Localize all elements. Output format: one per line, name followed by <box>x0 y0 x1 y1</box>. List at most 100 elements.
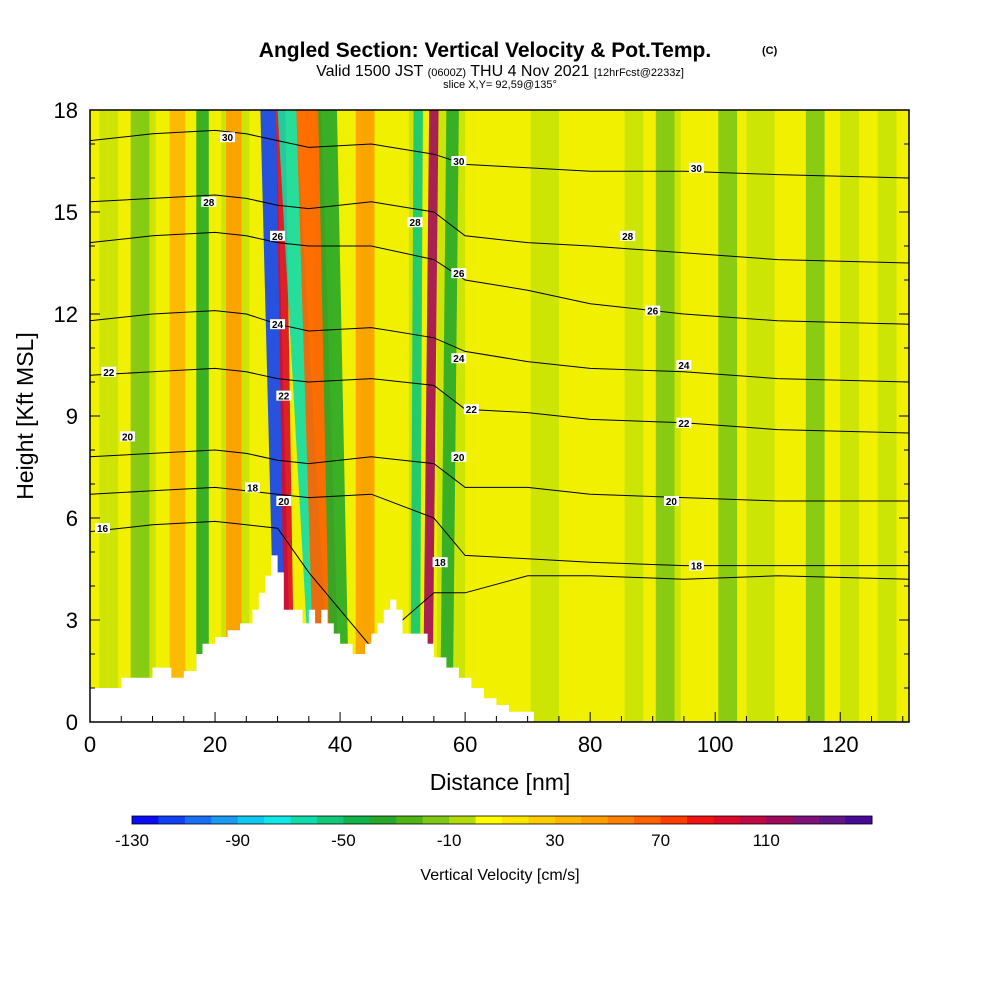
colorbar-swatch <box>422 816 450 824</box>
field-stripe <box>99 110 109 722</box>
colorbar-tick-label: 30 <box>545 831 564 850</box>
colorbar-swatch <box>792 816 820 824</box>
field-stripe <box>549 110 559 722</box>
velocity-band <box>169 110 186 722</box>
slice-label: slice X,Y= 92,59@135° <box>443 79 557 91</box>
field-stripe <box>877 110 888 722</box>
contour-label-box <box>276 496 292 506</box>
y-tick-label: 9 <box>66 404 78 429</box>
colorbar-swatch <box>211 816 239 824</box>
chart-title-mark: (C) <box>762 45 778 57</box>
terrain <box>90 555 909 722</box>
velocity-band <box>318 110 350 722</box>
colorbar-swatch <box>264 816 292 824</box>
colorbar-swatch <box>502 816 529 824</box>
colorbar-tick-label: 70 <box>651 831 670 850</box>
chart-title: Angled Section: Vertical Velocity & Pot.… <box>259 39 711 62</box>
contour-label: 28 <box>410 218 422 229</box>
theta-contour-24 <box>90 310 909 383</box>
contour-label-box <box>688 560 704 571</box>
contour-label-box <box>645 305 661 316</box>
field-stripe <box>671 110 681 722</box>
y-tick-label: 3 <box>66 608 78 633</box>
contour-label: 26 <box>647 307 659 318</box>
theta-contour-18 <box>90 486 909 567</box>
colorbar-swatch <box>343 816 371 824</box>
colorbar-swatch <box>660 816 688 824</box>
contour-label: 22 <box>678 419 690 430</box>
plot-area: 30 30 30 28 28 28 26 26 26 24 24 24 22 22 22 22 20 20 20 18… <box>90 110 909 722</box>
contour-label-box <box>451 353 467 364</box>
contour-label: 30 <box>691 164 703 175</box>
contour-label-box <box>95 523 111 534</box>
velocity-bands <box>130 110 825 722</box>
field-stripe <box>840 110 850 722</box>
colorbar-swatch <box>739 816 767 824</box>
theta-contour-22 <box>90 367 909 434</box>
colorbar-swatch <box>475 816 503 824</box>
colorbar-swatch <box>184 816 212 824</box>
field-stripe <box>887 110 897 722</box>
velocity-band <box>655 110 675 722</box>
contour-label-box <box>407 217 423 228</box>
velocity-band <box>410 110 423 722</box>
contour-label: 24 <box>453 354 465 365</box>
contour-label-box <box>676 360 692 370</box>
velocity-band <box>130 110 150 722</box>
field-stripe <box>849 110 859 722</box>
contour-label-box <box>620 230 636 241</box>
x-tick-label: 80 <box>578 732 602 757</box>
colorbar-swatch <box>845 816 873 824</box>
contour-label: 28 <box>203 198 215 209</box>
contour-label: 18 <box>247 483 259 494</box>
x-tick-label: 20 <box>203 732 227 757</box>
colorbar-tick-label: -90 <box>225 831 250 850</box>
contour-label: 26 <box>453 269 465 280</box>
colorbar-swatch <box>528 816 556 824</box>
x-axis: 0 20 40 60 80 100 120 <box>84 712 904 757</box>
colorbar-swatch <box>634 816 662 824</box>
velocity-band <box>718 110 738 722</box>
theta-contour-30 <box>90 129 909 179</box>
velocity-band <box>355 110 375 722</box>
contour-label: 24 <box>272 320 284 331</box>
theta-contours <box>90 129 909 648</box>
theta-contour-28 <box>90 194 909 264</box>
field-stripe <box>530 110 541 722</box>
contour-label: 18 <box>435 558 447 569</box>
y-tick-label: 15 <box>54 200 78 225</box>
colorbar-swatch <box>607 816 635 824</box>
contour-label-box <box>432 557 448 568</box>
colorbar-swatch <box>713 816 741 824</box>
field-stripe <box>436 110 447 722</box>
velocity-band <box>422 110 439 722</box>
contour-label-box <box>451 156 467 166</box>
theta-contour-labels: 30 30 30 28 28 28 26 26 26 24 24 24 22 22 22 22 20 20 20 18… <box>95 132 704 573</box>
colorbar-tick-label: 110 <box>753 831 780 850</box>
velocity-band <box>805 110 825 722</box>
field-stripe <box>765 110 775 722</box>
colorbar-swatch <box>369 816 397 824</box>
field-stripe <box>633 110 644 722</box>
contour-label: 20 <box>278 497 290 508</box>
contour-label-box <box>201 196 217 207</box>
contour-label: 18 <box>691 562 703 573</box>
contour-label: 22 <box>466 405 478 416</box>
contour-label-box <box>270 319 286 330</box>
colorbar-swatch <box>317 816 344 824</box>
contour-label: 20 <box>122 432 134 443</box>
contour-label: 28 <box>622 232 634 243</box>
contour-label: 24 <box>678 361 690 372</box>
contour-label: 16 <box>97 524 109 535</box>
contour-label: 26 <box>272 232 284 243</box>
theta-contour-26 <box>90 231 909 325</box>
field-stripe <box>746 110 756 722</box>
colorbar-swatch <box>766 816 794 824</box>
contour-label-box <box>676 417 692 428</box>
colorbar-tick-label: -50 <box>331 831 356 850</box>
x-tick-label: 100 <box>697 732 734 757</box>
y-axis-label: Height [Kft MSL] <box>12 332 38 499</box>
colorbar-swatch <box>581 816 609 824</box>
colorbar-swatch <box>237 816 265 824</box>
